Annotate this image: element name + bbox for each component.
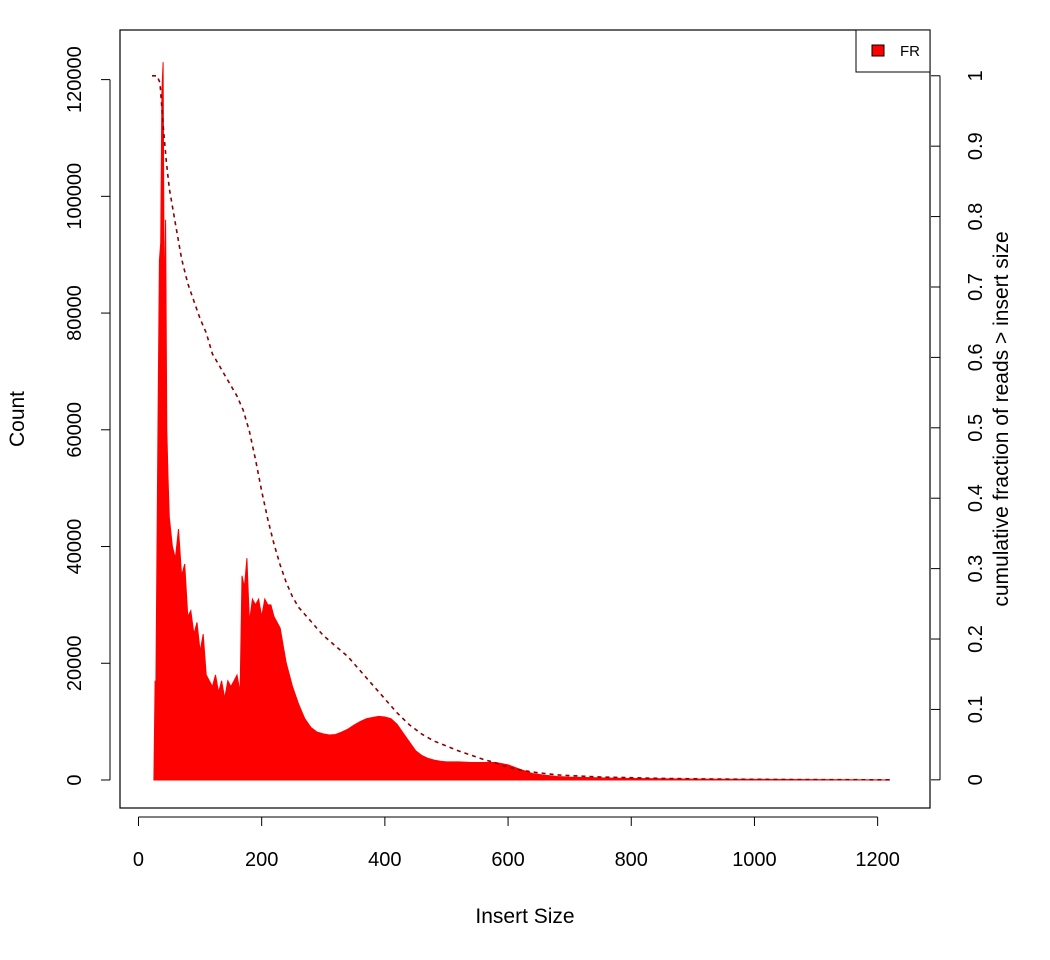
histogram-area-fr — [153, 62, 891, 781]
x-axis: 0 200 400 600 800 1000 1200 — [133, 816, 900, 871]
y-tick-label: 60000 — [64, 402, 86, 458]
y-tick-label: 40000 — [64, 519, 86, 575]
legend-label-fr: FR — [900, 43, 920, 60]
plot-frame — [119, 29, 931, 809]
y-tick-label: 100000 — [64, 163, 86, 230]
x-tick-label: 200 — [245, 849, 278, 871]
y-axis-left: 0 20000 40000 60000 80000 100000 120000 — [64, 46, 111, 786]
y-tick-label: 20000 — [64, 635, 86, 691]
y2-tick-label: 0.6 — [965, 343, 987, 371]
legend-swatch-fr — [871, 44, 885, 57]
y2-tick-label: 0.9 — [965, 132, 987, 160]
y2-tick-label: 0.8 — [965, 203, 987, 231]
y2-tick-label: 0 — [965, 774, 987, 785]
y-axis-title: Count — [6, 391, 29, 447]
y2-axis-title: cumulative fraction of reads > insert si… — [990, 231, 1013, 606]
legend: FR — [855, 29, 931, 73]
y2-tick-label: 0.1 — [965, 695, 987, 723]
x-tick-label: 1000 — [732, 849, 777, 871]
y-axis-right: 0 0.1 0.2 0.3 0.4 0.5 0.6 0.7 0.8 0.9 1 — [931, 70, 987, 785]
y2-tick-label: 0.4 — [965, 484, 987, 512]
histogram-layer — [153, 62, 891, 781]
legend-frame — [855, 29, 931, 73]
cumulative-line — [152, 75, 890, 781]
y2-tick-label: 0.7 — [965, 273, 987, 301]
y2-tick-label: 0.2 — [965, 625, 987, 653]
y-tick-label: 120000 — [64, 46, 86, 113]
y-tick-label: 0 — [64, 774, 86, 785]
x-tick-label: 0 — [133, 849, 144, 871]
x-tick-label: 1200 — [855, 849, 900, 871]
x-tick-label: 600 — [491, 849, 524, 871]
x-tick-label: 400 — [368, 849, 401, 871]
cumulative-layer — [152, 75, 890, 781]
y2-tick-label: 0.5 — [965, 414, 987, 442]
x-axis-title: Insert Size — [475, 905, 574, 928]
x-tick-label: 800 — [615, 849, 648, 871]
y2-tick-label: 0.3 — [965, 555, 987, 583]
y2-tick-label: 1 — [965, 70, 987, 81]
y-tick-label: 80000 — [64, 285, 86, 341]
